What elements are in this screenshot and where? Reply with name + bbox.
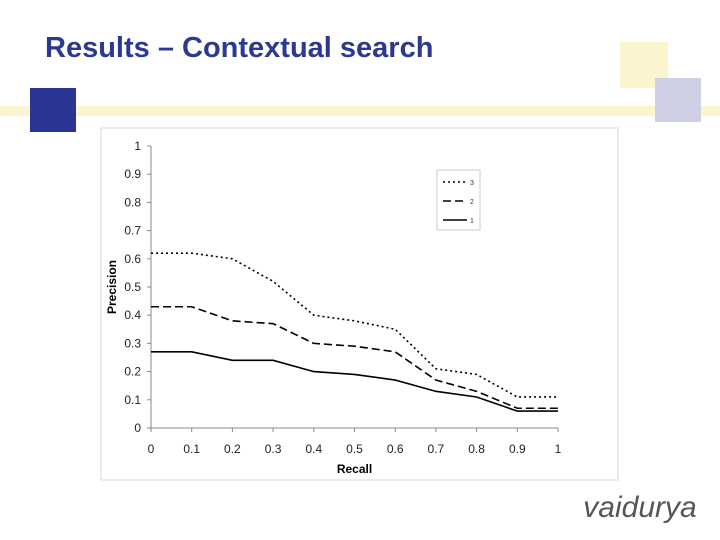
x-axis-label: Recall (337, 462, 372, 476)
x-tick-label: 0.7 (428, 442, 445, 456)
legend-label: 2 (470, 199, 474, 206)
y-tick-label: 0.5 (124, 280, 141, 294)
x-tick-label: 0.8 (468, 442, 485, 456)
legend-label: 1 (470, 218, 474, 225)
y-tick-label: 0 (134, 421, 141, 435)
x-tick-label: 1 (555, 442, 562, 456)
chart-frame (100, 127, 619, 481)
x-tick-label: 0 (148, 442, 155, 456)
x-tick-label: 0.5 (346, 442, 363, 456)
x-tick-label: 0.4 (305, 442, 322, 456)
y-axis-label: Precision (105, 260, 119, 314)
y-tick-label: 0.1 (124, 393, 141, 407)
logo: vaidurya (583, 491, 696, 524)
x-tick-label: 0.2 (224, 442, 241, 456)
x-tick-label: 0.3 (265, 442, 282, 456)
x-tick-label: 0.9 (509, 442, 526, 456)
y-tick-label: 0.7 (124, 224, 141, 238)
plot: 0 0.1 0.2 0.3 0.4 0.5 0.6 0.7 0.8 0.9 1 0 0.1 0.2 0.3 0… (105, 139, 562, 476)
y-tick-label: 0.4 (124, 308, 141, 322)
y-tick-label: 0.8 (124, 195, 141, 209)
y-tick-label: 0.6 (124, 252, 141, 266)
y-tick-label: 0.2 (124, 365, 141, 379)
x-tick-label: 0.6 (387, 442, 404, 456)
y-tick-label: 0.3 (124, 336, 141, 350)
series-line (151, 305, 558, 410)
decor-square (655, 78, 701, 122)
y-tick-label: 0.9 (124, 167, 141, 181)
slide-title: Results – Contextual search (45, 32, 433, 64)
decor-band (0, 106, 720, 116)
decor-square (30, 88, 76, 132)
series-line (151, 351, 558, 412)
legend-label: 3 (470, 180, 474, 187)
y-tick-label: 1 (134, 139, 141, 153)
x-tick-label: 0.1 (183, 442, 200, 456)
